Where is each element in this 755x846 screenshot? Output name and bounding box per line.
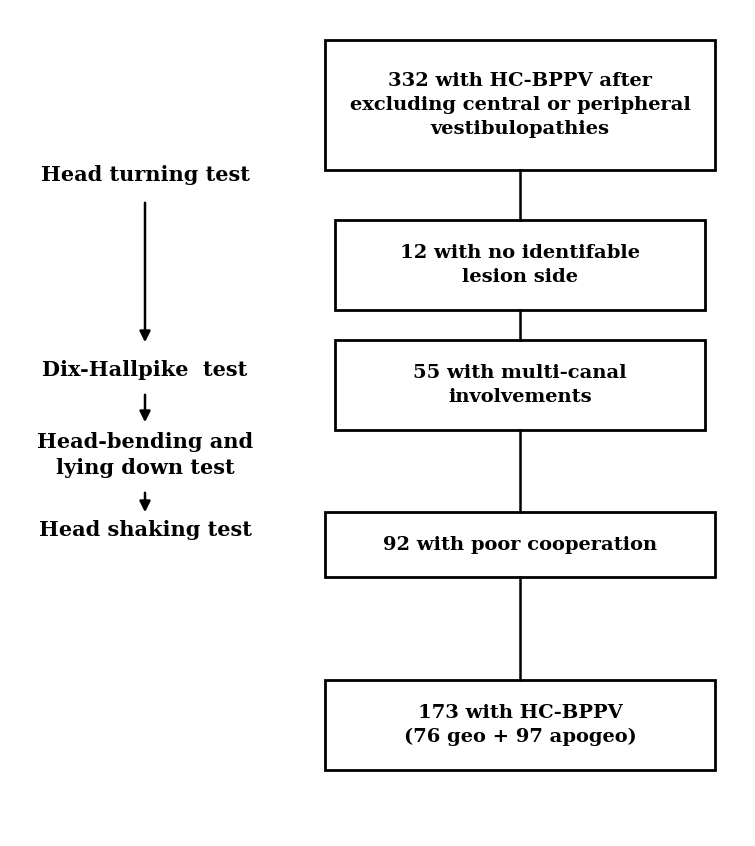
Bar bbox=[335, 220, 705, 310]
Bar bbox=[335, 340, 705, 430]
Text: Head shaking test: Head shaking test bbox=[39, 520, 251, 540]
Text: 12 with no identifable
lesion side: 12 with no identifable lesion side bbox=[400, 244, 640, 286]
Bar bbox=[325, 513, 715, 578]
Text: 173 with HC-BPPV
(76 geo + 97 apogeo): 173 with HC-BPPV (76 geo + 97 apogeo) bbox=[404, 704, 636, 746]
Text: 332 with HC-BPPV after
excluding central or peripheral
vestibulopathies: 332 with HC-BPPV after excluding central… bbox=[350, 73, 690, 138]
Text: Dix-Hallpike  test: Dix-Hallpike test bbox=[42, 360, 248, 380]
Text: 55 with multi-canal
involvements: 55 with multi-canal involvements bbox=[413, 364, 627, 406]
Text: Head turning test: Head turning test bbox=[41, 165, 249, 185]
Text: Head-bending and
lying down test: Head-bending and lying down test bbox=[37, 431, 253, 478]
Text: 92 with poor cooperation: 92 with poor cooperation bbox=[383, 536, 657, 554]
Bar bbox=[325, 680, 715, 770]
Bar bbox=[325, 40, 715, 170]
